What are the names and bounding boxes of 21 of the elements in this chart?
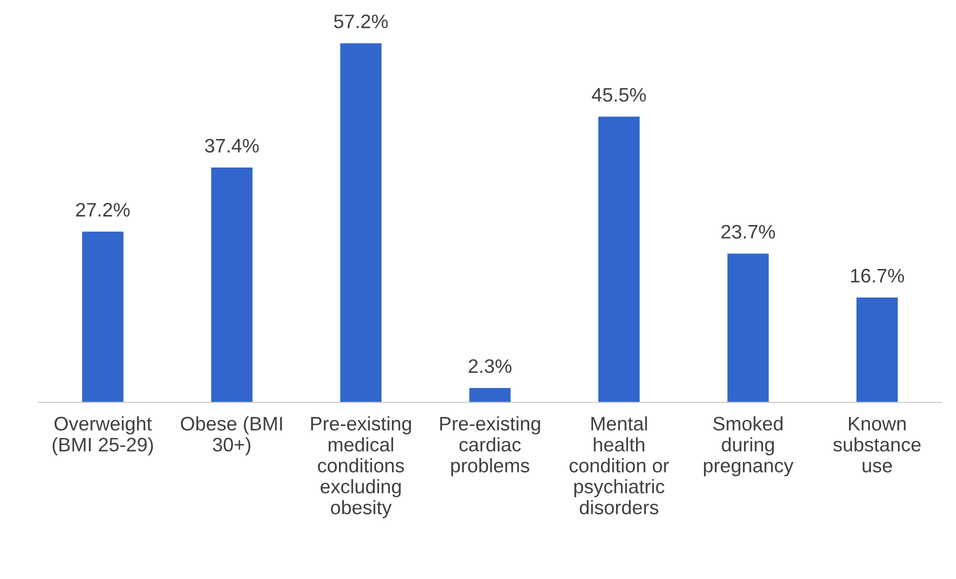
data-label: 27.2%: [76, 202, 130, 217]
data-label: 45.5%: [592, 88, 646, 102]
x-tick-label: Pre-existing medical conditions excluding obesity: [311, 416, 411, 518]
x-tick-label: Known substance use: [833, 417, 921, 472]
bar: [82, 232, 124, 402]
data-label: 57.2%: [334, 14, 388, 28]
bar: [211, 168, 252, 402]
data-label: 37.4%: [205, 138, 259, 153]
bar: [340, 43, 382, 402]
bar: [856, 298, 898, 402]
x-tick-label: Overweight (BMI 25-29): [52, 416, 153, 456]
x-tick-label: Mental health condition or psychiatric disorders: [570, 416, 669, 514]
bar: [598, 116, 640, 402]
data-label: 23.7%: [721, 224, 775, 239]
bar: [727, 254, 769, 402]
bar: [469, 388, 511, 402]
x-tick-label: Pre-existing cardiac problems: [440, 416, 540, 476]
data-label: 2.3%: [468, 359, 512, 374]
x-tick-label: Smoked during pregnancy: [704, 416, 794, 476]
data-label: 16.7%: [851, 268, 904, 283]
x-tick-label: Obese (BMI 30+): [180, 416, 282, 456]
